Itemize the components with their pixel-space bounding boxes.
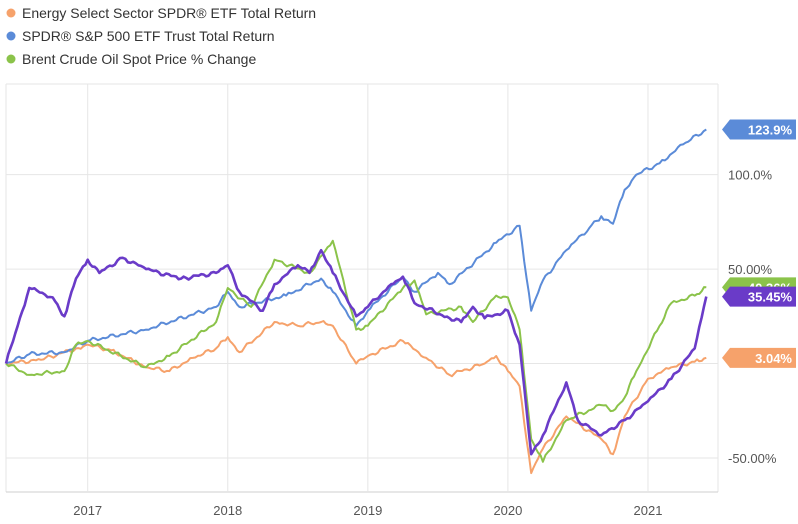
- end-labels: 3.04%123.9%40.36%35.45%: [722, 119, 796, 368]
- legend: Energy Select Sector SPDR® ETF Total Ret…: [6, 5, 316, 67]
- plot-area: [4, 128, 708, 475]
- series-line: [5, 320, 707, 475]
- end-label-flag: [722, 286, 796, 307]
- end-label-flag: [722, 119, 796, 140]
- x-tick-label: 2018: [213, 503, 242, 518]
- series-line: [5, 239, 707, 463]
- x-tick-label: 2017: [73, 503, 102, 518]
- legend-label: Energy Select Sector SPDR® ETF Total Ret…: [22, 5, 316, 21]
- legend-label: Brent Crude Oil Spot Price % Change: [22, 51, 256, 67]
- series-line: [5, 128, 707, 365]
- end-label-text: 123.9%: [748, 123, 793, 138]
- x-axis: 2017 2018 2019 2020 2021: [73, 503, 662, 518]
- end-label-text: 3.04%: [755, 351, 792, 366]
- end-value-label: 123.9%: [722, 119, 796, 140]
- legend-label: SPDR® S&P 500 ETF Trust Total Return: [22, 28, 275, 44]
- x-tick-label: 2021: [634, 503, 663, 518]
- x-tick-label: 2019: [353, 503, 382, 518]
- legend-marker: [6, 8, 16, 18]
- grid: [5, 83, 719, 493]
- end-label-flag: [722, 347, 796, 368]
- y-tick-label: 100.0%: [728, 168, 773, 183]
- end-label-text: 35.45%: [748, 290, 793, 305]
- legend-marker: [6, 31, 16, 41]
- x-tick-label: 2020: [493, 503, 522, 518]
- y-axis: 100.0% 50.00% -50.00%: [728, 168, 777, 466]
- series-line: [4, 248, 708, 456]
- end-value-label: 35.45%: [722, 286, 796, 307]
- end-value-label: 3.04%: [722, 347, 796, 368]
- legend-marker: [6, 54, 16, 64]
- y-tick-label: 50.00%: [728, 262, 773, 277]
- y-tick-label: -50.00%: [728, 451, 777, 466]
